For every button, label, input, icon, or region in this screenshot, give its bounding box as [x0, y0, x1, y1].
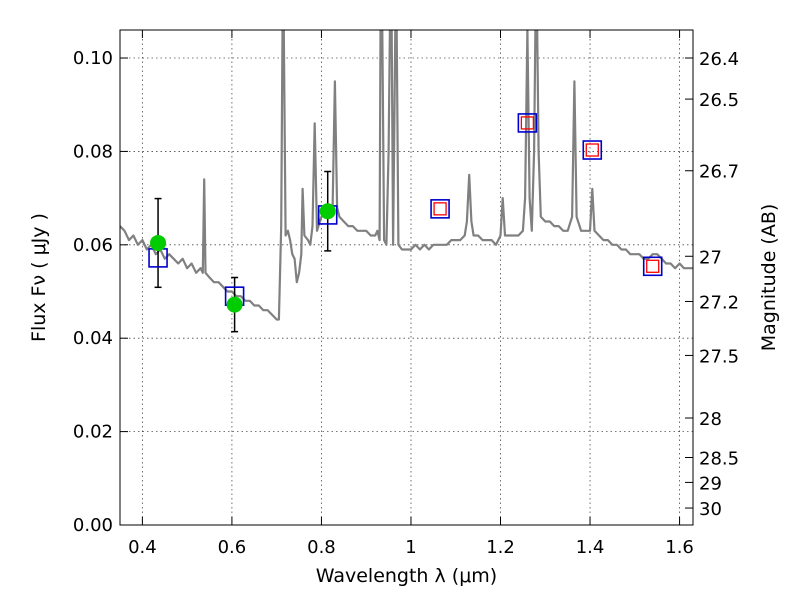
model-flux-square [430, 199, 450, 219]
right-tick-label: 28.5 [699, 448, 739, 469]
y-tick-label: 0.04 [73, 328, 113, 349]
right-tick-label: 27 [699, 247, 722, 268]
x-tick-label: 0.4 [128, 537, 157, 558]
right-tick-label: 26.5 [699, 90, 739, 111]
right-tick-label: 30 [699, 499, 722, 520]
y-tick-label: 0.08 [73, 141, 113, 162]
x-tick-label: 1.6 [665, 537, 694, 558]
photometry-layer [148, 113, 663, 333]
y-tick-label: 0.06 [73, 235, 113, 256]
spectrum-layer [120, 30, 693, 321]
observed-flux-point [226, 296, 243, 313]
right-axis-label: Magnitude (AB) [758, 204, 780, 352]
x-tick-label: 0.8 [307, 537, 336, 558]
observed-flux-point [150, 234, 167, 251]
right-tick-label: 27.2 [699, 292, 739, 313]
x-tick-label: 1 [405, 537, 416, 558]
right-tick-label: 26.7 [699, 162, 739, 183]
x-tick-label: 1.2 [486, 537, 515, 558]
grid-layer [120, 30, 693, 525]
x-tick-label: 0.6 [218, 537, 247, 558]
y-tick-label: 0.10 [73, 48, 113, 69]
x-tick-label: 1.4 [576, 537, 605, 558]
right-tick-label: 28 [699, 409, 722, 430]
model-flux-square [582, 140, 603, 160]
y-tick-label: 0.02 [73, 422, 113, 443]
right-tick-label: 26.4 [699, 49, 739, 70]
right-tick-label: 27.5 [699, 346, 739, 367]
plot-frame [119, 29, 694, 526]
y-tick-label: 0.00 [73, 515, 113, 536]
upper-limit-square [585, 143, 599, 157]
model-flux-square [517, 113, 538, 133]
upper-limit-square [433, 202, 447, 216]
ticks-layer: 0.4 0.6 0.8 1 1.2 1.4 1.6 0.00 0.02 0.04 0.06 0.08 0… [73, 30, 739, 558]
observed-flux-point [319, 203, 336, 220]
model-flux-square [642, 256, 663, 277]
upper-limit-square [520, 116, 535, 130]
spectrum-line [120, 30, 693, 321]
right-tick-label: 29 [699, 473, 722, 494]
x-axis-label: Wavelength λ (μm) [316, 565, 497, 587]
upper-limit-square [646, 259, 660, 273]
y-axis-label: Flux Fν ( μJy ) [28, 213, 50, 342]
